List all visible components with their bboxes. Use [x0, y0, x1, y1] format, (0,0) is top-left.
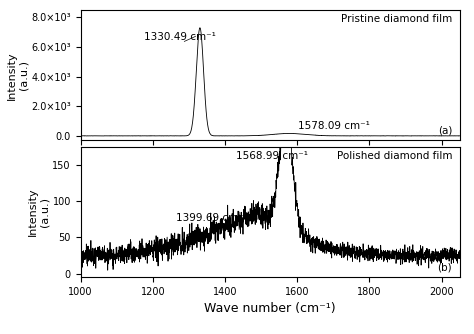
Y-axis label: Intensity
(a.u.): Intensity (a.u.) [28, 188, 50, 236]
X-axis label: Wave number (cm⁻¹): Wave number (cm⁻¹) [204, 303, 336, 316]
Text: 1399.69 cm⁻¹: 1399.69 cm⁻¹ [176, 213, 248, 223]
Text: (a): (a) [438, 125, 452, 135]
Text: 1330.49 cm⁻¹: 1330.49 cm⁻¹ [144, 32, 216, 42]
Text: (b): (b) [438, 262, 452, 272]
Text: Polished diamond film: Polished diamond film [337, 151, 452, 161]
Text: Pristine diamond film: Pristine diamond film [341, 14, 452, 24]
Text: 1578.09 cm⁻¹: 1578.09 cm⁻¹ [298, 121, 370, 131]
Y-axis label: Intensity
(a.u.): Intensity (a.u.) [7, 51, 28, 100]
Text: 1568.99 cm⁻¹: 1568.99 cm⁻¹ [236, 151, 308, 161]
